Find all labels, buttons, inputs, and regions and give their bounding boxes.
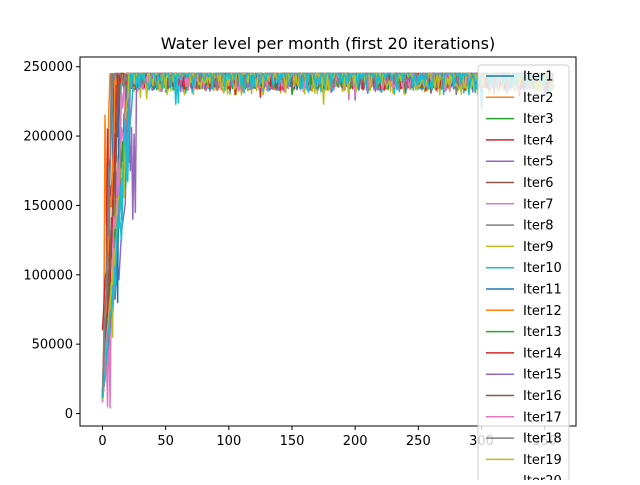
legend-label-iter17: Iter17 — [523, 410, 562, 425]
y-tick-label: 250000 — [23, 60, 73, 75]
legend-label-iter18: Iter18 — [523, 432, 562, 447]
legend-label-iter6: Iter6 — [523, 176, 554, 191]
y-tick-label: 200000 — [23, 130, 73, 145]
legend-label-iter15: Iter15 — [523, 368, 562, 383]
legend-label-iter16: Iter16 — [523, 389, 562, 404]
chart-title: Water level per month (first 20 iteratio… — [161, 34, 495, 53]
x-tick-label: 200 — [343, 434, 368, 449]
legend: Iter1 Iter2 Iter3 Iter4 Iter5 Iter6 Iter7 Iter8… — [477, 64, 570, 485]
legend-label-iter11: Iter11 — [523, 283, 562, 298]
legend-label-iter5: Iter5 — [523, 155, 554, 170]
legend-label-iter8: Iter8 — [523, 219, 554, 234]
axes-frame — [79, 56, 577, 427]
legend-label-iter7: Iter7 — [523, 197, 554, 212]
legend-label-iter12: Iter12 — [523, 304, 562, 319]
y-tick-label: 0 — [65, 407, 73, 422]
x-tick-label: 250 — [406, 434, 431, 449]
legend-label-iter4: Iter4 — [523, 133, 554, 148]
legend-label-iter2: Iter2 — [523, 91, 554, 106]
y-tick-label: 150000 — [23, 199, 73, 214]
legend-label-iter1: Iter1 — [523, 70, 554, 85]
x-tick-label: 100 — [216, 434, 241, 449]
legend-label-iter9: Iter9 — [523, 240, 554, 255]
legend-label-iter10: Iter10 — [523, 261, 562, 276]
x-tick-label: 150 — [280, 434, 305, 449]
x-tick-label: 0 — [98, 434, 106, 449]
y-tick-label: 100000 — [23, 268, 73, 283]
legend-label-iter14: Iter14 — [523, 346, 562, 361]
legend-label-iter3: Iter3 — [523, 112, 554, 127]
legend-label-iter13: Iter13 — [523, 325, 562, 340]
legend-label-iter20: Iter20 — [523, 474, 562, 480]
legend-box — [477, 64, 570, 485]
y-tick-label: 50000 — [32, 338, 73, 353]
x-tick-label: 50 — [157, 434, 174, 449]
legend-label-iter19: Iter19 — [523, 453, 562, 468]
